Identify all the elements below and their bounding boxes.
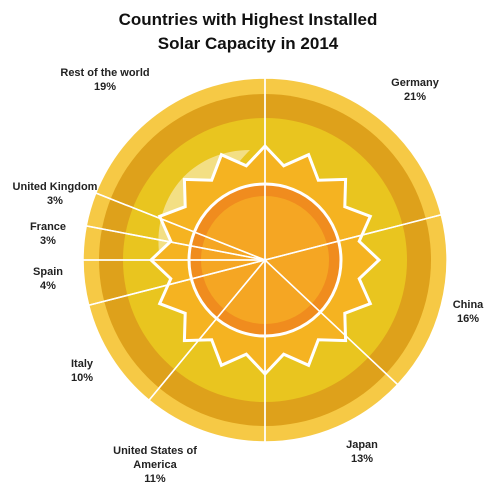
value-label: 10%: [70, 372, 94, 384]
chart-title: Countries with Highest Installed Solar C…: [118, 10, 378, 53]
category-label: Japan: [346, 439, 378, 451]
category-label: France: [29, 221, 67, 233]
slice-label: United Kingdom 3%: [0, 180, 110, 208]
slice-label: Italy 10%: [27, 357, 137, 385]
slice-label: France 3%: [0, 220, 103, 248]
slice-label: Japan 13%: [307, 438, 417, 466]
value-label: 13%: [350, 453, 374, 465]
category-label: Germany: [391, 77, 439, 89]
slice: [94, 77, 266, 262]
value-label: 16%: [456, 313, 480, 325]
slice: [264, 258, 399, 443]
slice-label: Spain 4%: [0, 265, 103, 293]
slice-label: Germany 21%: [360, 76, 470, 104]
category-label: Italy: [70, 358, 93, 370]
slice-label: United States of America 11%: [100, 444, 210, 486]
category-label: Rest of the world: [60, 67, 150, 79]
category-label: United States of America: [113, 445, 197, 471]
slice: [147, 257, 266, 443]
slice: [263, 213, 448, 386]
value-label: 19%: [93, 81, 117, 93]
category-label: China: [452, 299, 484, 311]
value-label: 11%: [144, 473, 166, 485]
slice: [264, 77, 443, 261]
category-label: Spain: [33, 266, 63, 278]
slice-label: China 16%: [413, 298, 497, 326]
value-label: 3%: [40, 235, 56, 247]
slice: [87, 258, 268, 402]
value-label: 21%: [403, 91, 427, 103]
slice-label: Rest of the world 19%: [50, 66, 160, 94]
value-label: 3%: [47, 195, 63, 207]
value-label: 4%: [40, 280, 56, 292]
category-label: United Kingdom: [12, 181, 98, 193]
